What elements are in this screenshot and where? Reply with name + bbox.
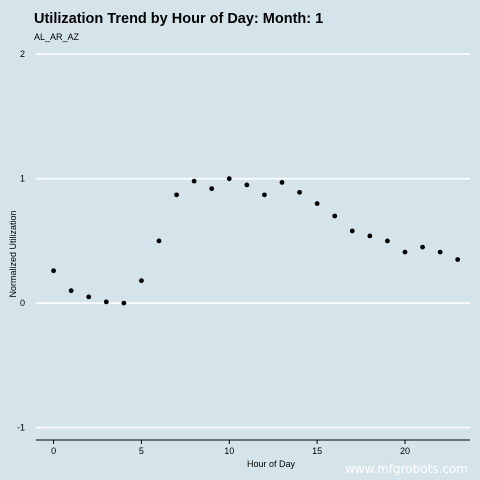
data-point (437, 249, 443, 255)
y-tick-label: 1 (20, 174, 25, 184)
watermark: www.mfgrobots.com (344, 462, 468, 476)
y-tick-label: 0 (20, 298, 25, 308)
x-tick-label: 15 (312, 446, 322, 456)
chart-subtitle: AL_AR_AZ (34, 32, 80, 42)
chart-title: Utilization Trend by Hour of Day: Month:… (34, 11, 324, 27)
data-point (174, 192, 179, 198)
data-point (191, 178, 197, 184)
x-tick-label: 10 (224, 446, 234, 456)
data-point (314, 201, 320, 206)
data-point (86, 294, 92, 300)
data-point (51, 268, 56, 274)
data-point (297, 189, 302, 195)
data-point (68, 288, 74, 294)
data-point (402, 249, 408, 255)
data-point (209, 186, 215, 192)
data-point (103, 299, 109, 305)
x-tick-label: 5 (139, 446, 144, 456)
data-point (226, 176, 232, 182)
data-point (279, 180, 285, 185)
data-point (332, 213, 338, 219)
data-point (139, 278, 144, 284)
x-tick-label: 0 (51, 446, 56, 456)
x-tick-label: 20 (400, 446, 410, 456)
data-point (349, 228, 355, 234)
data-point (121, 300, 127, 306)
data-point (455, 257, 461, 262)
data-point (156, 238, 162, 244)
y-tick-labels: -1 0 1 2 (17, 49, 25, 432)
data-point (244, 182, 250, 188)
y-axis-label: Normalized Utilization (8, 210, 18, 297)
data-point (367, 233, 373, 239)
x-tick-labels: 0 5 10 15 20 (51, 440, 410, 456)
data-point (262, 192, 267, 198)
y-tick-label: -1 (17, 423, 25, 433)
data-point (385, 238, 390, 244)
gridlines (36, 53, 470, 429)
x-axis-label: Hour of Day (247, 459, 296, 469)
y-tick-label: 2 (20, 49, 25, 59)
data-point (420, 244, 425, 250)
data-points (51, 176, 461, 306)
